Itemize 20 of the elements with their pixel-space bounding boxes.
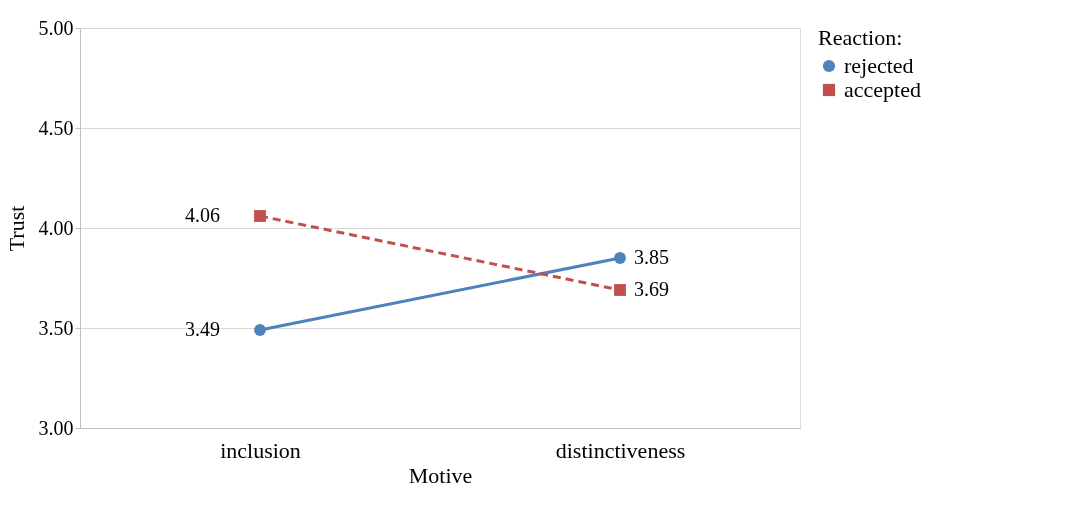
legend-label: accepted [844,77,921,102]
point [254,324,266,336]
data-label: 3.85 [634,246,669,268]
data-label: 3.49 [185,318,220,340]
legend-label: rejected [844,53,914,78]
x-tick-label: distinctiveness [555,437,686,463]
y-tick-label: 5.00 [38,16,74,39]
point [254,210,266,222]
y-axis-title: Trust [3,205,29,252]
x-axis-title: Motive [408,462,473,488]
y-tick-label: 3.50 [38,316,74,339]
y-tick-label: 4.50 [38,116,74,139]
legend-title: Reaction: [818,25,903,50]
x-tick-label: inclusion [220,437,301,463]
data-label: 4.06 [185,204,220,226]
point [614,284,626,296]
y-tick-label: 4.00 [38,216,74,239]
point [614,252,626,264]
data-label: 3.69 [634,278,669,300]
y-tick-label: 3.00 [38,416,74,439]
